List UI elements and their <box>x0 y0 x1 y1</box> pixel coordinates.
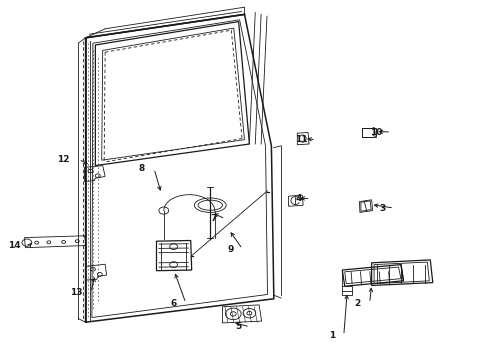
Text: 13: 13 <box>69 288 82 297</box>
Text: 9: 9 <box>227 245 233 253</box>
Text: 4: 4 <box>295 194 301 203</box>
Text: 5: 5 <box>234 323 241 331</box>
Text: 6: 6 <box>170 299 177 307</box>
Text: 2: 2 <box>354 299 360 307</box>
Text: 11: 11 <box>294 135 306 144</box>
Text: 14: 14 <box>8 241 20 250</box>
Text: 3: 3 <box>378 204 385 212</box>
Text: 7: 7 <box>210 214 216 223</box>
Text: 1: 1 <box>328 331 334 340</box>
Text: 8: 8 <box>139 164 145 173</box>
Text: 12: 12 <box>57 154 70 163</box>
Text: 10: 10 <box>369 128 382 136</box>
